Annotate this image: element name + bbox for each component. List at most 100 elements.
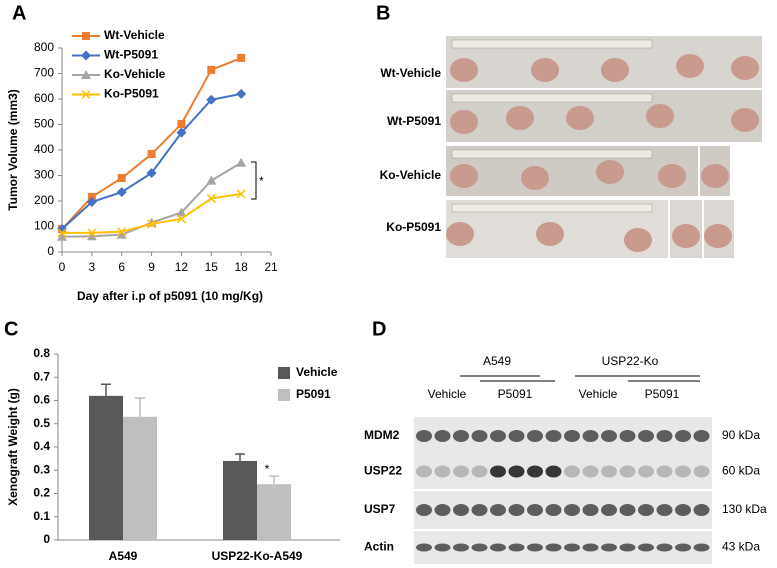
blot-band bbox=[416, 430, 432, 442]
bar bbox=[123, 416, 157, 540]
tumor bbox=[704, 224, 732, 248]
blot-band bbox=[471, 465, 488, 478]
blot-band bbox=[693, 504, 710, 516]
marker bbox=[87, 228, 97, 238]
blot-band bbox=[508, 430, 525, 442]
blot-band bbox=[527, 430, 543, 442]
ruler bbox=[451, 39, 653, 49]
x-tick-label: 6 bbox=[118, 260, 125, 274]
blot-band bbox=[619, 465, 636, 478]
tumor bbox=[531, 58, 559, 82]
blot-band bbox=[601, 504, 617, 516]
blot-band bbox=[675, 465, 691, 478]
tumor bbox=[658, 164, 686, 188]
marker bbox=[206, 175, 217, 185]
tumor bbox=[506, 106, 534, 130]
y-tick-label: 0 bbox=[43, 532, 50, 546]
y-tick-label: 700 bbox=[34, 66, 54, 80]
blot-band bbox=[675, 504, 691, 516]
series-line bbox=[61, 92, 242, 230]
tumor bbox=[450, 110, 478, 134]
y-tick-label: 100 bbox=[34, 219, 54, 233]
blot-strip bbox=[414, 454, 712, 489]
tumor bbox=[446, 222, 474, 246]
marker bbox=[86, 197, 97, 208]
blot-band bbox=[638, 504, 654, 516]
treatment-label: Vehicle bbox=[579, 387, 618, 401]
ruler bbox=[451, 203, 653, 213]
blot-band bbox=[656, 504, 673, 516]
y-tick-label: 500 bbox=[34, 117, 54, 131]
blot-band bbox=[453, 430, 469, 442]
error-bar bbox=[269, 475, 279, 485]
marker bbox=[176, 214, 186, 224]
blot-band bbox=[490, 504, 506, 516]
tumor bbox=[731, 56, 759, 80]
blot-band bbox=[416, 504, 432, 516]
marker bbox=[206, 193, 216, 203]
treatment-label: P5091 bbox=[645, 387, 680, 401]
marker bbox=[236, 189, 246, 199]
blot-band bbox=[453, 504, 469, 516]
annotation: * bbox=[265, 462, 270, 476]
blot-band bbox=[564, 430, 580, 442]
legend-label: Ko-P5091 bbox=[104, 87, 159, 101]
blot-band bbox=[416, 465, 432, 478]
size-label: 43 kDa bbox=[722, 540, 760, 554]
blot-band bbox=[693, 543, 710, 552]
marker bbox=[237, 53, 246, 62]
bar bbox=[89, 395, 123, 540]
marker bbox=[116, 187, 127, 198]
tumor bbox=[450, 58, 478, 82]
photo-row-label: Ko-Vehicle bbox=[380, 168, 442, 182]
marker bbox=[117, 174, 126, 183]
legend-label: Wt-Vehicle bbox=[104, 28, 165, 42]
photo-row-label: Wt-Vehicle bbox=[380, 66, 441, 80]
blot-band bbox=[453, 543, 469, 552]
marker bbox=[146, 167, 157, 178]
tumor bbox=[536, 222, 564, 246]
treatment-label: P5091 bbox=[498, 387, 533, 401]
size-label: 90 kDa bbox=[722, 428, 760, 442]
y-tick-label: 0 bbox=[47, 244, 54, 258]
y-tick-label: 0.5 bbox=[33, 416, 50, 430]
blot-band bbox=[656, 430, 673, 442]
blot-band bbox=[490, 430, 506, 442]
tumor bbox=[676, 54, 704, 78]
blot-band bbox=[434, 465, 451, 478]
blot-band bbox=[508, 504, 525, 516]
blot-band bbox=[564, 504, 580, 516]
blot-band bbox=[601, 543, 617, 552]
blot-band bbox=[582, 430, 599, 442]
protein-label: MDM2 bbox=[364, 428, 400, 442]
y-axis-label: Xenograft Weight (g) bbox=[6, 388, 20, 506]
x-tick-label: 18 bbox=[234, 260, 248, 274]
protein-label: USP7 bbox=[364, 502, 396, 516]
tumor bbox=[731, 108, 759, 132]
legend-label: Ko-Vehicle bbox=[104, 67, 166, 81]
blot-band bbox=[619, 430, 636, 442]
ruler bbox=[451, 93, 653, 103]
blot-band bbox=[564, 543, 580, 552]
marker bbox=[177, 119, 186, 128]
blot-band bbox=[434, 430, 451, 442]
x-tick-label: 21 bbox=[264, 260, 278, 274]
y-tick-label: 800 bbox=[34, 40, 54, 54]
blot-band bbox=[656, 465, 673, 478]
panel-label: B bbox=[376, 2, 390, 24]
y-tick-label: 0.8 bbox=[33, 346, 50, 360]
marker bbox=[176, 207, 187, 217]
blot-band bbox=[527, 465, 543, 478]
marker bbox=[117, 227, 127, 237]
photo-row-label: Wt-P5091 bbox=[387, 114, 441, 128]
x-tick-label: A549 bbox=[109, 549, 138, 563]
marker bbox=[207, 65, 216, 74]
size-label: 60 kDa bbox=[722, 464, 760, 478]
y-tick-label: 200 bbox=[34, 193, 54, 207]
x-tick-label: USP22-Ko-A549 bbox=[212, 549, 303, 563]
blot-band bbox=[601, 465, 617, 478]
legend-swatch bbox=[278, 389, 290, 401]
tumor bbox=[601, 58, 629, 82]
tumor bbox=[521, 166, 549, 190]
